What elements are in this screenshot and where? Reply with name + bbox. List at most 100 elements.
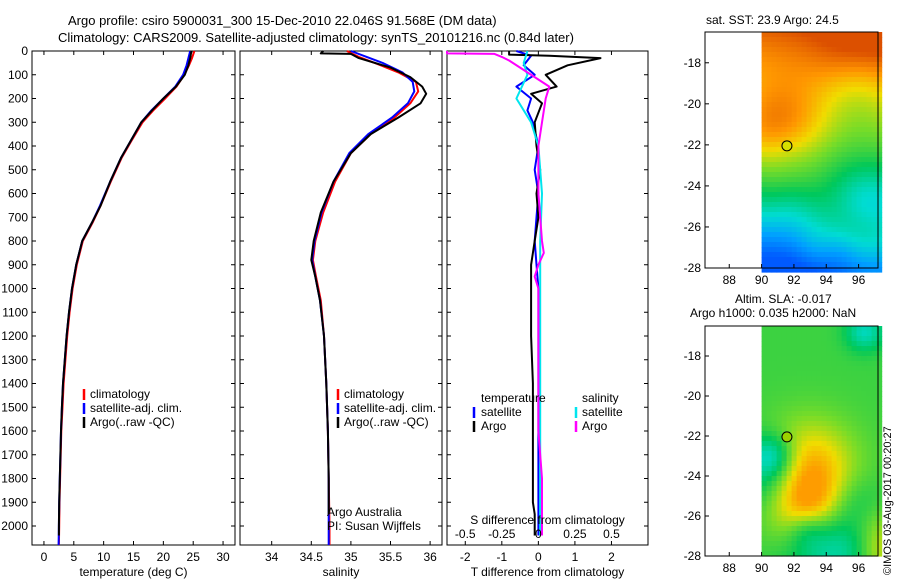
- sla-map-cell: [871, 326, 878, 332]
- sst-map-cell: [866, 67, 873, 73]
- sst-map-cell: [796, 202, 803, 208]
- sla-map-cell: [761, 346, 768, 352]
- sla-map-cell: [816, 361, 823, 367]
- sst-map-cell: [876, 62, 883, 68]
- sst-map-cell: [816, 137, 823, 143]
- sst-map-cell: [771, 117, 778, 123]
- depth-tick-label: 400: [8, 139, 28, 153]
- sla-map-cell: [786, 351, 793, 357]
- sst-map-cell: [856, 57, 863, 63]
- sst-map-cell: [821, 62, 828, 68]
- sla-map-cell: [851, 536, 858, 542]
- sla-map-cell: [831, 501, 838, 507]
- sst-map-cell: [766, 132, 773, 138]
- sla-map-cell: [851, 371, 858, 377]
- sla-map-cell: [801, 351, 808, 357]
- sst-map-cell: [771, 97, 778, 103]
- sla-map-cell: [861, 376, 868, 382]
- sla-map-cell: [866, 366, 873, 372]
- sla-map-cell: [781, 486, 788, 492]
- sla-map-cell: [786, 426, 793, 432]
- sst-map-cell: [876, 92, 883, 98]
- sst-map-cell: [871, 32, 878, 38]
- sla-map-cell: [791, 511, 798, 517]
- sla-map-cell: [776, 346, 783, 352]
- sla-map-cell: [801, 416, 808, 422]
- sst-map-cell: [861, 212, 868, 218]
- sst-map-cell: [851, 202, 858, 208]
- sla-map-cell: [816, 396, 823, 402]
- sst-map-cell: [846, 37, 853, 43]
- sst-map-cell: [801, 132, 808, 138]
- sst-map-cell: [766, 92, 773, 98]
- sst-map-cell: [796, 177, 803, 183]
- sst-map-cell: [831, 242, 838, 248]
- sst-map-cell: [791, 47, 798, 53]
- sla-map-cell: [786, 466, 793, 472]
- sla-map-ytick-label: -22: [684, 429, 702, 443]
- sst-map-cell: [806, 187, 813, 193]
- sst-map-cell: [781, 207, 788, 213]
- sla-map-cell: [826, 431, 833, 437]
- sla-map-cell: [831, 376, 838, 382]
- sst-map-cell: [866, 107, 873, 113]
- sst-map-cell: [806, 132, 813, 138]
- sst-map-cell: [801, 72, 808, 78]
- sla-map-cell: [861, 511, 868, 517]
- sla-map-cell: [851, 516, 858, 522]
- sla-map-cell: [836, 386, 843, 392]
- sst-map-cell: [786, 137, 793, 143]
- sla-map-cell: [761, 456, 768, 462]
- sla-map-cell: [781, 421, 788, 427]
- sla-map-cell: [861, 456, 868, 462]
- sla-map-cell: [796, 376, 803, 382]
- sst-map-cell: [821, 217, 828, 223]
- sst-map-cell: [796, 107, 803, 113]
- sst-map-cell: [781, 267, 788, 273]
- sst-map-cell: [831, 257, 838, 263]
- sst-map-cell: [851, 247, 858, 253]
- sla-map-xtick-label: 88: [723, 561, 737, 575]
- sst-map-cell: [841, 97, 848, 103]
- sst-map-cell: [851, 137, 858, 143]
- sla-map-cell: [836, 411, 843, 417]
- sla-map-cell: [836, 451, 843, 457]
- sla-map-cell: [776, 471, 783, 477]
- sst-map-cell: [781, 197, 788, 203]
- sla-map-cell: [801, 456, 808, 462]
- sst-map-cell: [786, 87, 793, 93]
- sla-map-cell: [841, 436, 848, 442]
- sla-map-cell: [771, 506, 778, 512]
- sla-map-cell: [781, 456, 788, 462]
- sst-map-cell: [801, 137, 808, 143]
- sla-map-cell: [851, 511, 858, 517]
- sla-map-cell: [836, 356, 843, 362]
- sla-map-cell: [806, 541, 813, 547]
- sla-map-cell: [821, 406, 828, 412]
- sst-map-cell: [766, 77, 773, 83]
- sla-map-cell: [871, 446, 878, 452]
- sla-map-cell: [866, 386, 873, 392]
- sst-map-cell: [791, 182, 798, 188]
- sla-map-cell: [836, 521, 843, 527]
- sla-map-cell: [826, 536, 833, 542]
- sla-map-cell: [851, 461, 858, 467]
- sst-map-cell: [786, 77, 793, 83]
- sla-map-cell: [821, 471, 828, 477]
- sla-map-cell: [841, 456, 848, 462]
- sst-map-cell: [811, 97, 818, 103]
- sla-map-cell: [856, 516, 863, 522]
- sst-map-cell: [861, 107, 868, 113]
- sla-map-cell: [846, 496, 853, 502]
- sst-map-cell: [851, 57, 858, 63]
- sst-map-cell: [821, 142, 828, 148]
- sst-map-cell: [811, 222, 818, 228]
- sla-map-cell: [761, 466, 768, 472]
- sla-map-cell: [851, 416, 858, 422]
- sst-map-cell: [861, 52, 868, 58]
- sst-map-cell: [786, 112, 793, 118]
- sla-map-cell: [821, 501, 828, 507]
- sst-map-cell: [801, 52, 808, 58]
- sst-map-cell: [861, 182, 868, 188]
- sst-map-cell: [876, 57, 883, 63]
